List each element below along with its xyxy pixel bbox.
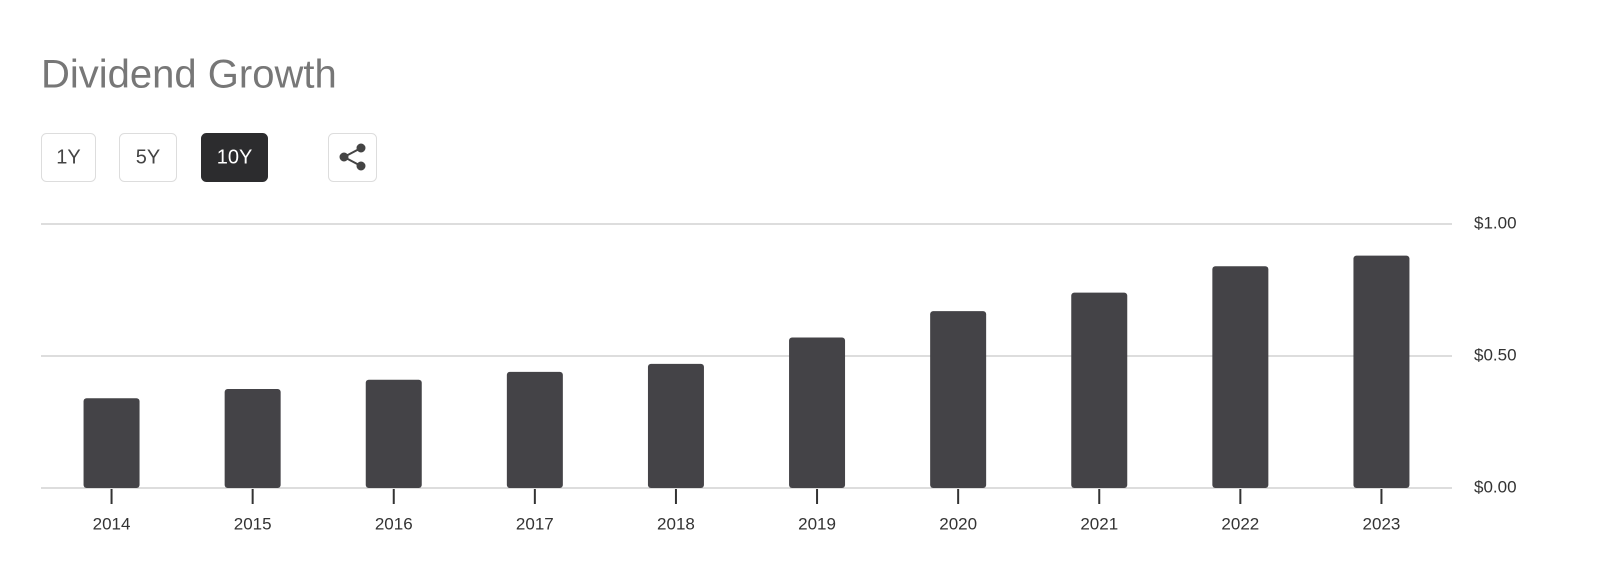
share-button[interactable] <box>328 133 377 182</box>
range-button-frame <box>41 133 96 182</box>
range-button-label: 1Y <box>56 146 80 168</box>
x-tick-label: 2021 <box>1080 514 1118 533</box>
range-button-frame <box>201 133 268 182</box>
bar <box>1212 266 1269 488</box>
x-tick-label: 2019 <box>798 514 836 533</box>
range-button-label: 10Y <box>217 146 253 168</box>
x-tick-label: 2017 <box>516 514 554 533</box>
range-button[interactable]: 5Y <box>119 133 177 182</box>
x-tick-label: 2014 <box>93 514 131 533</box>
y-tick-label: $0.50 <box>1474 345 1517 364</box>
bar <box>1353 255 1410 488</box>
x-tick-label: 2018 <box>657 514 695 533</box>
range-button-frame <box>119 133 177 182</box>
share-button-frame <box>328 133 377 182</box>
x-tick-label: 2015 <box>234 514 272 533</box>
chart-title: Dividend Growth <box>41 53 337 97</box>
bar <box>83 398 140 488</box>
bar <box>930 311 987 488</box>
range-button-label: 5Y <box>136 146 160 168</box>
range-button[interactable]: 1Y <box>41 133 96 182</box>
bar <box>506 371 563 488</box>
y-tick-label: $0.00 <box>1474 477 1517 496</box>
bar <box>365 379 422 488</box>
x-tick-label: 2023 <box>1363 514 1401 533</box>
share-icon <box>339 143 366 171</box>
x-tick-label: 2022 <box>1221 514 1259 533</box>
range-button[interactable]: 10Y <box>201 133 268 182</box>
bar <box>1071 292 1128 488</box>
bar <box>647 363 704 488</box>
bar <box>224 389 281 488</box>
x-tick-label: 2020 <box>939 514 977 533</box>
y-tick-label: $1.00 <box>1474 213 1517 232</box>
x-tick-label: 2016 <box>375 514 413 533</box>
bar <box>789 337 846 488</box>
